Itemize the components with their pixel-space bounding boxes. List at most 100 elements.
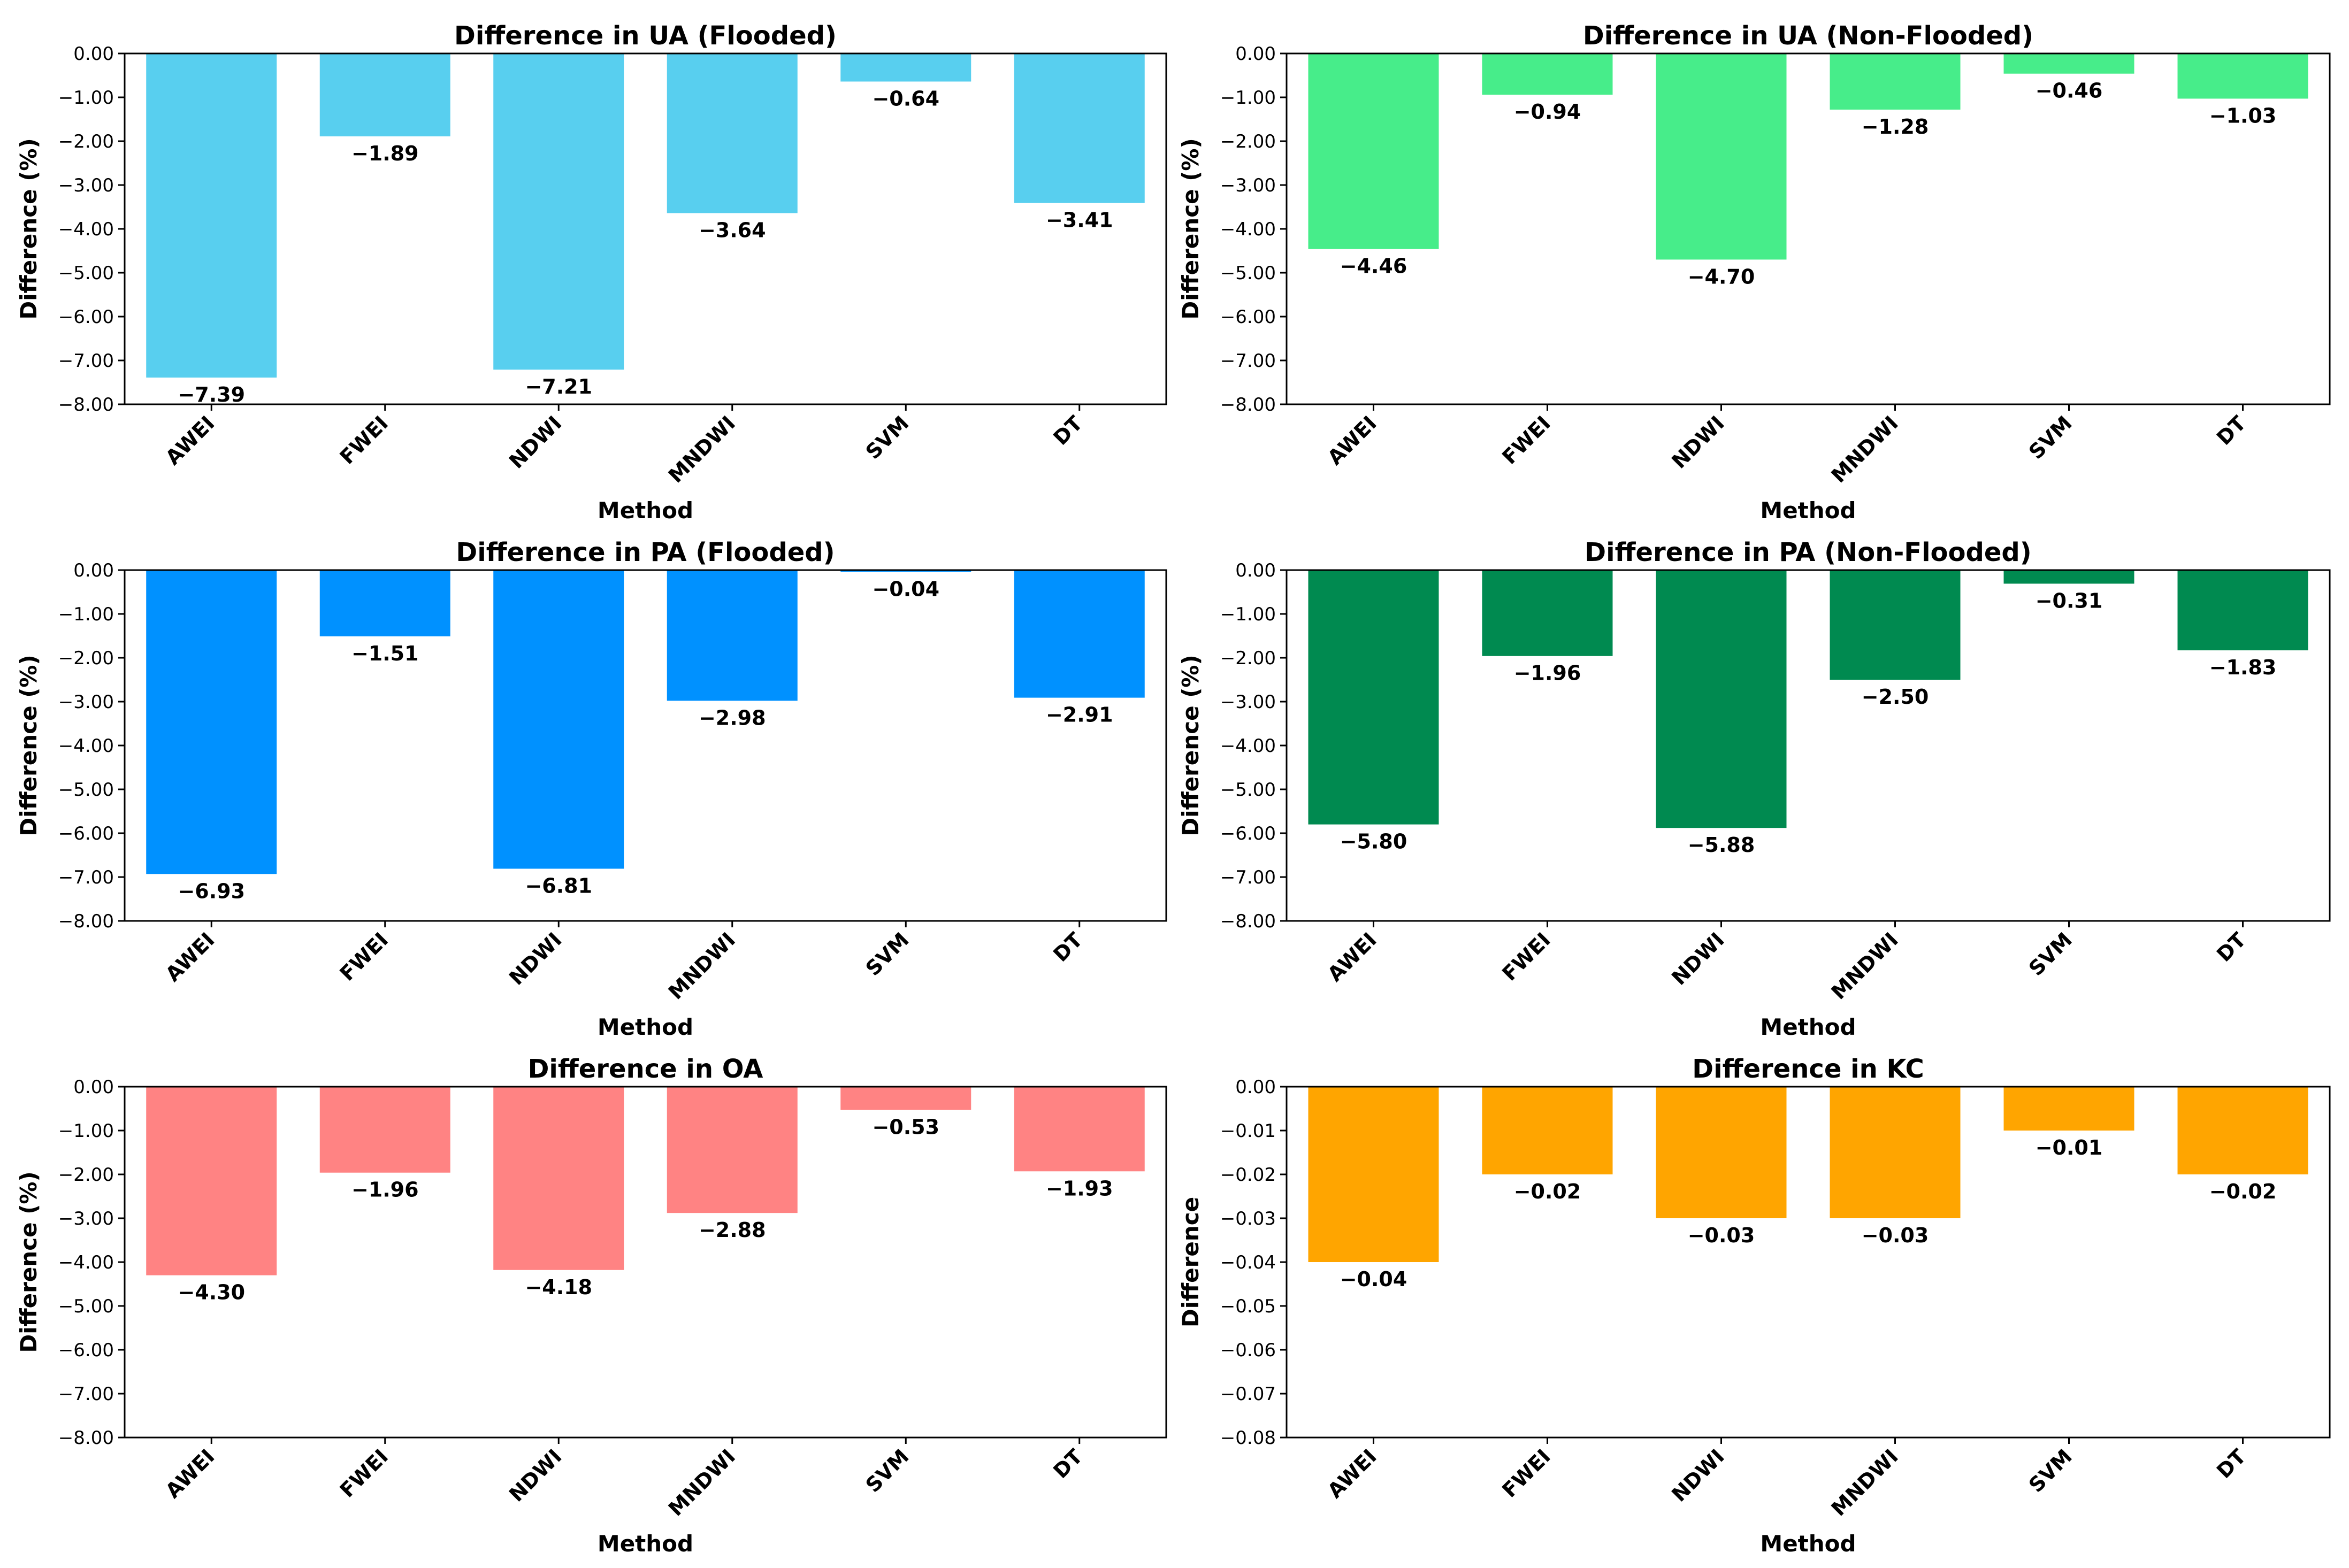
y-tick-label: −4.00 bbox=[1220, 219, 1276, 240]
data-label: −0.02 bbox=[2209, 1180, 2277, 1203]
data-label: −0.31 bbox=[2036, 589, 2103, 612]
y-tick-label: −4.00 bbox=[58, 1252, 114, 1273]
x-axis-label: Method bbox=[1760, 497, 1856, 524]
x-tick-label: AWEI bbox=[161, 1444, 219, 1503]
data-label: −4.18 bbox=[525, 1275, 592, 1299]
chart-title: Difference in OA bbox=[528, 1054, 763, 1084]
y-tick-label: 0.00 bbox=[1235, 1077, 1276, 1098]
data-label: −2.91 bbox=[1046, 703, 1113, 727]
y-tick-label: −6.00 bbox=[58, 823, 114, 844]
y-axis-label: Difference bbox=[1177, 1197, 1204, 1327]
y-tick-label: −5.00 bbox=[1220, 779, 1276, 801]
y-tick-label: −2.00 bbox=[1220, 648, 1276, 669]
x-tick-label: MNDWI bbox=[664, 1444, 740, 1520]
x-tick-label: MNDWI bbox=[1827, 1444, 1903, 1520]
y-tick-label: −4.00 bbox=[1220, 735, 1276, 757]
y-tick-label: −2.00 bbox=[1220, 131, 1276, 152]
x-tick-label: FWEI bbox=[335, 1444, 393, 1502]
y-tick-label: −7.00 bbox=[58, 350, 114, 372]
data-label: −0.03 bbox=[1688, 1224, 1755, 1247]
x-tick-label: NDWI bbox=[504, 411, 567, 473]
bar-awei bbox=[1308, 570, 1439, 825]
y-tick-label: −3.00 bbox=[58, 1208, 114, 1229]
data-label: −6.93 bbox=[178, 879, 245, 903]
x-axis-label: Method bbox=[598, 497, 693, 524]
x-tick-label: DT bbox=[2212, 411, 2251, 450]
x-tick-label: SVM bbox=[861, 928, 914, 980]
x-tick-label: SVM bbox=[2024, 928, 2077, 980]
y-axis-label: Difference (%) bbox=[1177, 138, 1204, 319]
y-axis-label: Difference (%) bbox=[1177, 655, 1204, 836]
x-tick-label: MNDWI bbox=[664, 411, 740, 487]
chart-title: Difference in UA (Non-Flooded) bbox=[1583, 21, 2033, 51]
data-label: −2.50 bbox=[1862, 685, 1929, 709]
bar-ndwi bbox=[493, 570, 624, 869]
data-label: −5.88 bbox=[1688, 833, 1755, 857]
chart-panel-1: −7.39 −1.89 −7.21 −3.64 −0.64 −3.41 0.00 −1.00 −… bbox=[16, 21, 1167, 524]
x-tick-label: NDWI bbox=[1667, 1444, 1729, 1506]
data-label: −1.96 bbox=[1514, 662, 1581, 685]
y-tick-label: −4.00 bbox=[58, 219, 114, 240]
y-tick-label: −0.04 bbox=[1220, 1252, 1276, 1273]
y-tick-label: 0.00 bbox=[73, 560, 114, 581]
y-tick-label: −3.00 bbox=[1220, 175, 1276, 196]
chart-panel-6: −0.04 −0.02 −0.03 −0.03 −0.01 −0.02 0.00 −0.01 −… bbox=[1177, 1054, 2331, 1557]
bar-mndwi bbox=[667, 1087, 798, 1213]
x-tick-label: DT bbox=[1049, 411, 1087, 450]
bar-ndwi bbox=[1656, 1087, 1787, 1218]
y-tick-label: −7.00 bbox=[1220, 867, 1276, 888]
bar-awei bbox=[1308, 1087, 1439, 1262]
bar-mndwi bbox=[1830, 53, 1961, 110]
y-tick-label: −5.00 bbox=[1220, 263, 1276, 284]
plot-frame bbox=[124, 52, 1167, 405]
y-tick-label: −6.00 bbox=[1220, 823, 1276, 844]
x-tick-label: FWEI bbox=[1497, 928, 1555, 985]
y-tick-label: −2.00 bbox=[58, 131, 114, 152]
x-tick-label: AWEI bbox=[161, 928, 219, 986]
data-label: −3.41 bbox=[1046, 209, 1113, 232]
y-tick-label: −6.00 bbox=[1220, 306, 1276, 328]
data-label: −7.21 bbox=[525, 375, 592, 398]
y-tick-label: −0.03 bbox=[1220, 1208, 1276, 1229]
y-tick-label: −0.08 bbox=[1220, 1427, 1276, 1449]
bar-mndwi bbox=[667, 570, 798, 701]
y-tick-label: −1.00 bbox=[1220, 604, 1276, 625]
bar-svm bbox=[2003, 570, 2134, 584]
bar-svm bbox=[2003, 1087, 2134, 1131]
y-tick-label: −1.00 bbox=[1220, 87, 1276, 109]
data-label: −0.03 bbox=[1862, 1224, 1929, 1247]
y-tick-label: −5.00 bbox=[58, 263, 114, 284]
y-tick-label: −6.00 bbox=[58, 1340, 114, 1361]
bar-mndwi bbox=[667, 53, 798, 213]
x-tick-label: DT bbox=[2212, 928, 2251, 966]
data-label: −1.28 bbox=[1862, 115, 1929, 139]
x-tick-label: SVM bbox=[861, 1444, 914, 1497]
bar-ndwi bbox=[493, 53, 624, 370]
y-tick-label: −7.00 bbox=[1220, 350, 1276, 372]
y-tick-label: −8.00 bbox=[1220, 911, 1276, 932]
data-label: −1.51 bbox=[351, 642, 419, 665]
bar-dt bbox=[2177, 1087, 2308, 1174]
x-tick-label: AWEI bbox=[1323, 928, 1381, 986]
x-tick-label: SVM bbox=[2024, 411, 2077, 464]
y-tick-label: −8.00 bbox=[58, 394, 114, 416]
x-tick-label: FWEI bbox=[1497, 1444, 1555, 1502]
bar-dt bbox=[1014, 570, 1145, 698]
chart-panel-4: −5.80 −1.96 −5.88 −2.50 −0.31 −1.83 0.00 −1.00 −… bbox=[1177, 537, 2331, 1040]
x-tick-label: NDWI bbox=[504, 1444, 567, 1506]
chart-title: Difference in KC bbox=[1692, 1054, 1924, 1084]
y-axis-label: Difference (%) bbox=[16, 655, 42, 836]
y-tick-label: −1.00 bbox=[58, 1120, 114, 1142]
x-tick-label: DT bbox=[1049, 1444, 1087, 1483]
bar-svm bbox=[2003, 53, 2134, 74]
data-label: −1.96 bbox=[351, 1178, 419, 1202]
bar-fwei bbox=[1482, 53, 1613, 95]
data-label: −1.03 bbox=[2209, 104, 2277, 127]
data-label: −4.70 bbox=[1688, 265, 1755, 288]
bar-mndwi bbox=[1830, 570, 1961, 680]
data-label: −4.46 bbox=[1340, 255, 1407, 278]
chart-panel-2: −4.46 −0.94 −4.70 −1.28 −0.46 −1.03 0.00 −1.00 −… bbox=[1177, 21, 2331, 524]
x-tick-label: DT bbox=[2212, 1444, 2251, 1483]
bar-mndwi bbox=[1830, 1087, 1961, 1218]
x-tick-label: AWEI bbox=[161, 411, 219, 470]
